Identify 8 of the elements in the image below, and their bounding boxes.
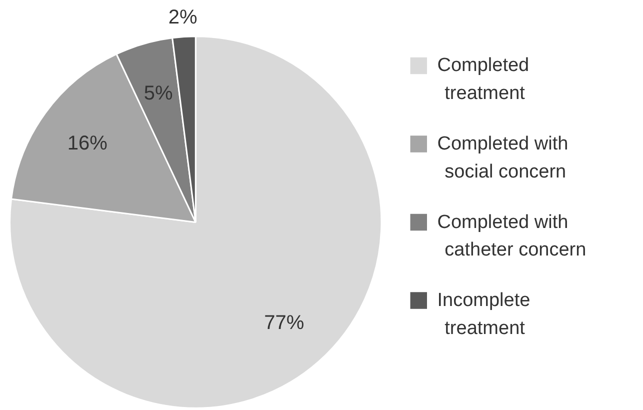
data-label: 2% [168, 6, 198, 29]
data-label: 77% [264, 312, 304, 334]
legend-label: Incomplete treatment [437, 290, 530, 339]
data-label: 5% [144, 82, 173, 104]
legend-label: Completed treatment [437, 55, 530, 104]
legend-label: Completed with social concern [437, 134, 568, 182]
legend-label: Completed with catheter concern [437, 212, 586, 261]
data-label: 16% [67, 132, 108, 154]
